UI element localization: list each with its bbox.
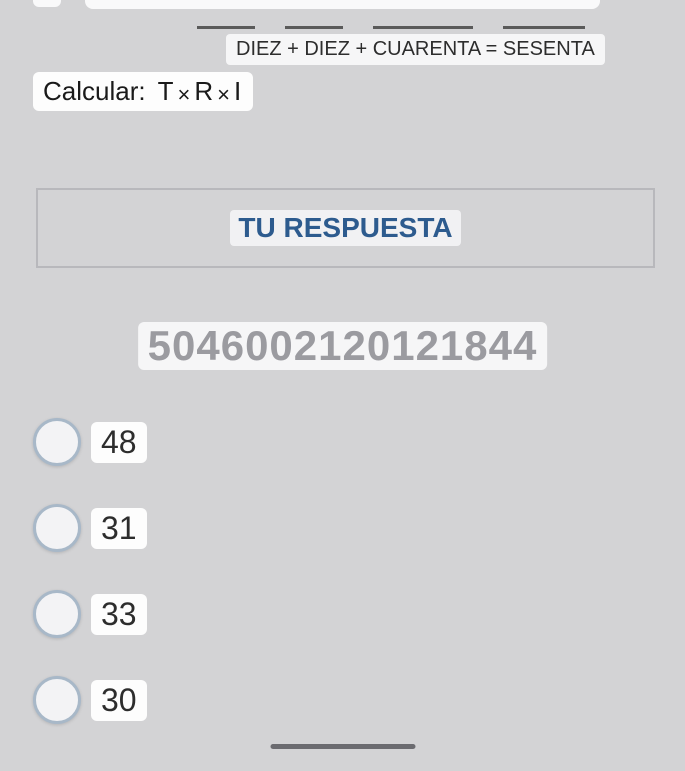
radio-icon[interactable]	[33, 676, 81, 724]
small-top-box	[33, 0, 61, 7]
option-label: 30	[91, 680, 147, 721]
option-1[interactable]: 31	[33, 504, 147, 552]
underline-4	[503, 26, 585, 29]
option-label: 48	[91, 422, 147, 463]
times-icon-2: ×	[215, 82, 234, 107]
home-indicator[interactable]	[270, 744, 415, 749]
formula: T×R×I	[158, 76, 244, 107]
hint-text: DIEZ + DIEZ + CUARENTA = SESENTA	[226, 34, 605, 65]
options-list: 48 31 33 30	[33, 418, 147, 724]
option-2[interactable]: 33	[33, 590, 147, 638]
option-0[interactable]: 48	[33, 418, 147, 466]
radio-icon[interactable]	[33, 504, 81, 552]
calcular-box: Calcular: T×R×I	[33, 72, 253, 111]
option-label: 33	[91, 594, 147, 635]
formula-t: T	[158, 76, 176, 106]
calcular-label: Calcular:	[43, 76, 146, 107]
formula-i: I	[234, 76, 243, 106]
underline-group	[197, 26, 585, 29]
top-input-pill[interactable]	[85, 0, 600, 9]
option-3[interactable]: 30	[33, 676, 147, 724]
underline-2	[285, 26, 343, 29]
underline-1	[197, 26, 255, 29]
radio-icon[interactable]	[33, 418, 81, 466]
answer-label: TU RESPUESTA	[230, 210, 460, 246]
underline-3	[373, 26, 473, 29]
times-icon-1: ×	[175, 82, 194, 107]
big-number: 5046002120121844	[138, 322, 548, 370]
option-label: 31	[91, 508, 147, 549]
radio-icon[interactable]	[33, 590, 81, 638]
formula-r: R	[194, 76, 215, 106]
answer-box[interactable]: TU RESPUESTA	[36, 188, 655, 268]
